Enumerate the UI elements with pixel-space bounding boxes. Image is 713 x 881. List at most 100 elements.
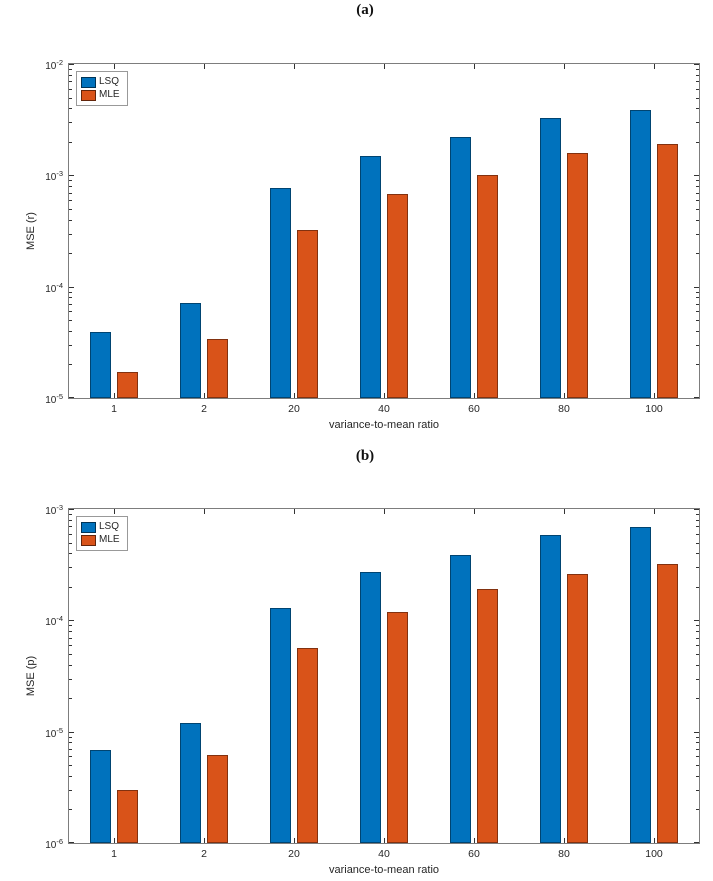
y-minor-tick — [69, 142, 72, 143]
x-major-tick — [114, 838, 115, 843]
y-minor-tick — [69, 631, 72, 632]
bar-mle-2 — [207, 755, 228, 843]
x-tick-label: 40 — [378, 848, 390, 860]
y-minor-tick — [696, 81, 699, 82]
bar-mle-40 — [387, 194, 408, 398]
y-minor-tick — [69, 654, 72, 655]
y-minor-tick — [696, 304, 699, 305]
x-tick-label: 60 — [468, 403, 480, 415]
x-axis-label: variance-to-mean ratio — [328, 864, 440, 876]
y-minor-tick — [696, 765, 699, 766]
y-minor-tick — [696, 698, 699, 699]
x-tick-label: 40 — [378, 403, 390, 415]
y-major-tick — [69, 842, 74, 843]
y-minor-tick — [696, 749, 699, 750]
bar-lsq-1 — [90, 750, 111, 843]
y-minor-tick — [696, 526, 699, 527]
bar-lsq-2 — [180, 303, 201, 398]
x-tick-label: 100 — [645, 848, 663, 860]
x-major-tick — [474, 509, 475, 514]
y-axis-label: MSE (p) — [25, 655, 37, 697]
y-minor-tick — [69, 587, 72, 588]
y-minor-tick — [696, 200, 699, 201]
y-minor-tick — [69, 790, 72, 791]
chart-b-plot: 10-6 10-5 10-4 10-3 1 2 20 40 60 80 100 LSQ MLE varia… — [25, 503, 700, 876]
y-minor-tick — [69, 553, 72, 554]
y-minor-tick — [69, 75, 72, 76]
bar-lsq-100 — [630, 527, 651, 843]
y-major-tick — [694, 732, 699, 733]
y-minor-tick — [696, 737, 699, 738]
y-minor-tick — [696, 756, 699, 757]
y-minor-tick — [69, 331, 72, 332]
y-minor-tick — [69, 89, 72, 90]
y-major-tick — [694, 397, 699, 398]
y-minor-tick — [696, 631, 699, 632]
legend-entry-mle: MLE — [81, 89, 120, 101]
y-tick-label: 10-3 — [45, 503, 63, 517]
x-major-tick — [474, 838, 475, 843]
y-minor-tick — [69, 209, 72, 210]
legend: LSQ MLE — [76, 71, 128, 106]
y-minor-tick — [69, 69, 72, 70]
y-major-tick — [694, 842, 699, 843]
legend-label: LSQ — [99, 76, 120, 87]
y-tick-label: 10-4 — [45, 280, 63, 295]
y-minor-tick — [696, 654, 699, 655]
y-minor-tick — [696, 69, 699, 70]
y-major-tick — [69, 620, 74, 621]
x-major-tick — [384, 838, 385, 843]
y-minor-tick — [69, 345, 72, 346]
bar-mle-100 — [657, 564, 678, 843]
y-minor-tick — [696, 142, 699, 143]
y-minor-tick — [696, 297, 699, 298]
y-minor-tick — [69, 292, 72, 293]
x-major-tick — [294, 64, 295, 69]
y-major-tick — [694, 509, 699, 510]
x-tick-label: 2 — [201, 848, 207, 860]
bar-mle-40 — [387, 612, 408, 843]
y-minor-tick — [696, 364, 699, 365]
legend-entry-lsq: LSQ — [81, 76, 120, 88]
x-major-tick — [654, 838, 655, 843]
y-minor-tick — [696, 345, 699, 346]
y-minor-tick — [696, 645, 699, 646]
x-axis-label: variance-to-mean ratio — [328, 419, 440, 431]
y-minor-tick — [69, 742, 72, 743]
legend-swatch-mle — [81, 534, 96, 546]
x-major-tick — [474, 64, 475, 69]
bar-mle-80 — [567, 574, 588, 843]
y-tick-label: 10-4 — [45, 614, 63, 629]
y-minor-tick — [696, 180, 699, 181]
y-minor-tick — [696, 311, 699, 312]
y-minor-tick — [696, 742, 699, 743]
y-major-tick — [69, 175, 74, 176]
y-axis-label: MSE (r) — [25, 212, 37, 250]
x-major-tick — [384, 393, 385, 398]
x-tick-label: 60 — [468, 848, 480, 860]
y-minor-tick — [69, 625, 72, 626]
bar-mle-100 — [657, 144, 678, 398]
legend-swatch-lsq — [81, 521, 96, 533]
y-minor-tick — [69, 665, 72, 666]
x-tick-label: 1 — [111, 403, 117, 415]
y-minor-tick — [69, 638, 72, 639]
bar-lsq-20 — [270, 188, 291, 398]
y-minor-tick — [69, 200, 72, 201]
y-minor-tick — [69, 756, 72, 757]
y-minor-tick — [696, 638, 699, 639]
legend-label: LSQ — [99, 521, 120, 532]
x-tick-label: 2 — [201, 403, 207, 415]
y-minor-tick — [69, 186, 72, 187]
y-minor-tick — [696, 193, 699, 194]
y-tick-label: 10-2 — [45, 58, 63, 72]
chart-a-plot: 10-5 10-4 10-3 10-2 1 2 20 40 60 80 100 LSQ MLE varia… — [25, 58, 700, 431]
bar-mle-20 — [297, 648, 318, 843]
x-tick-label: 80 — [558, 403, 570, 415]
y-minor-tick — [69, 645, 72, 646]
y-major-tick — [69, 287, 74, 288]
y-major-tick — [69, 397, 74, 398]
y-minor-tick — [696, 790, 699, 791]
legend-label: MLE — [99, 89, 120, 100]
